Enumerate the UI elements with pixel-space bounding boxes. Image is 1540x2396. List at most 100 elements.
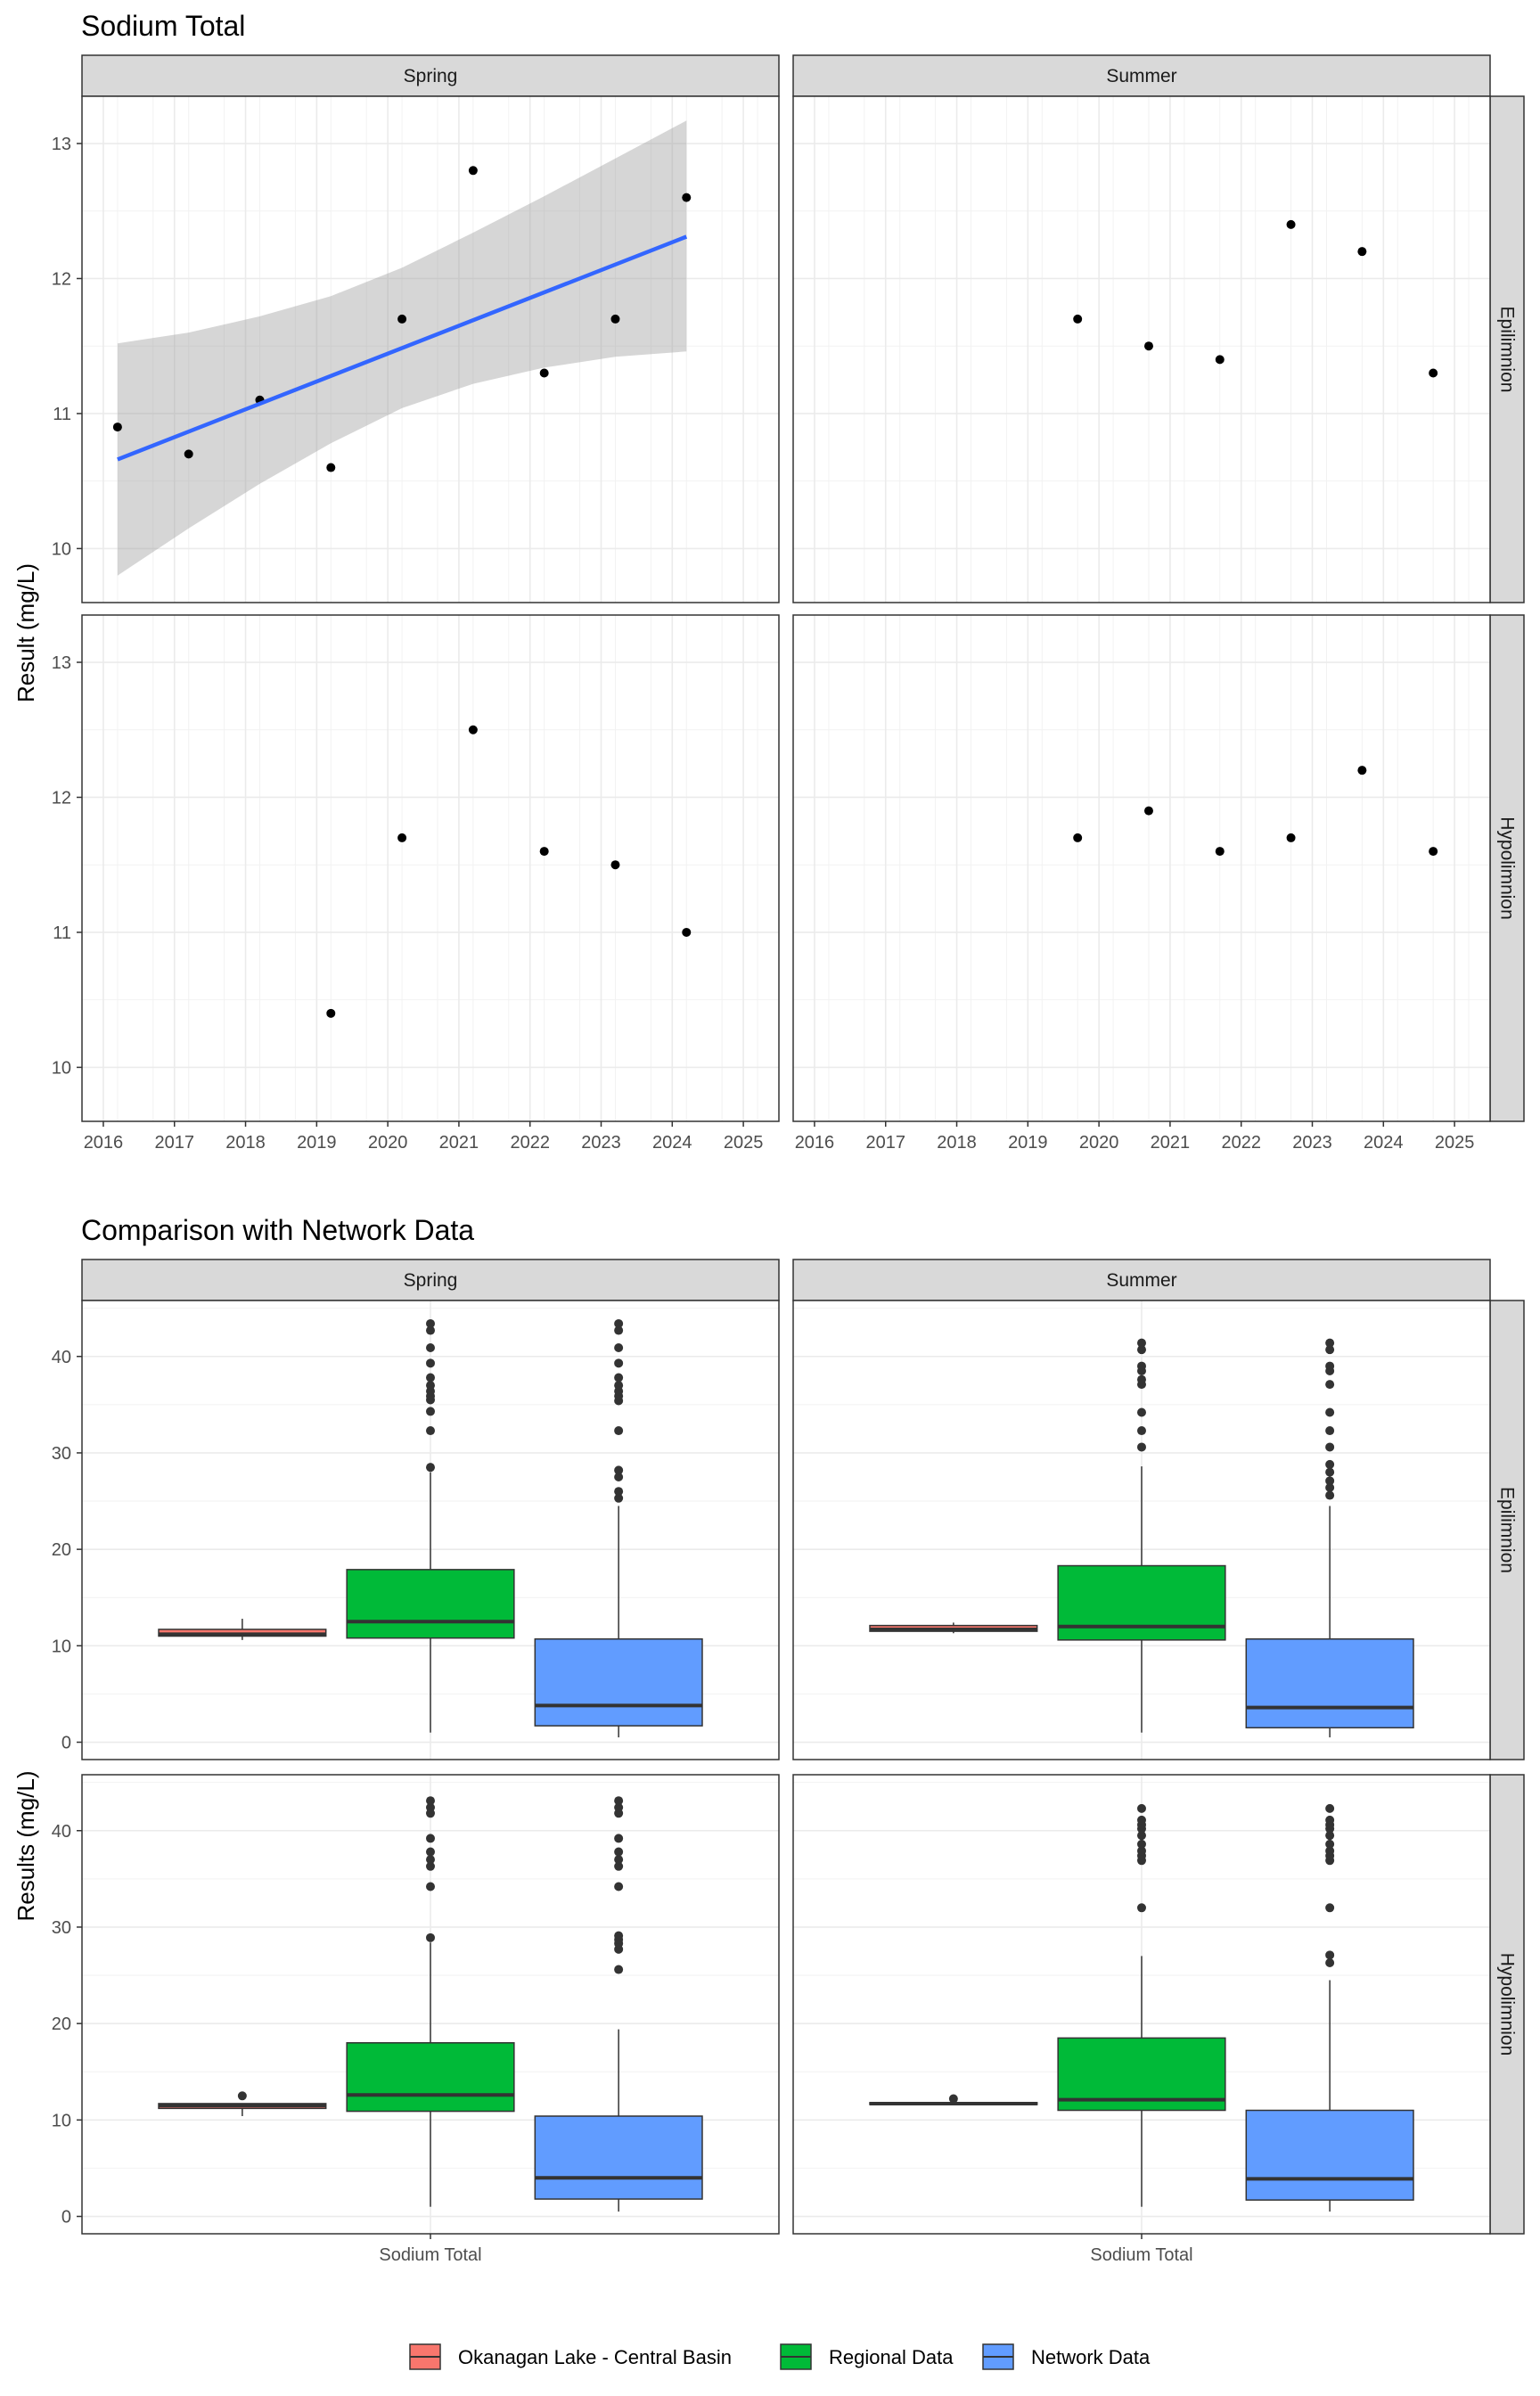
box-okanagan-lake-central-basin <box>158 2091 327 2117</box>
y-tick-label: 0 <box>61 2208 71 2228</box>
outlier-point <box>1137 1426 1146 1436</box>
data-point <box>1073 314 1083 324</box>
y-tick-label: 10 <box>52 539 71 559</box>
x-tick-label: 2017 <box>865 1133 905 1153</box>
legend: Okanagan Lake - Central Basin Regional D… <box>409 2343 1151 2370</box>
panel-border <box>792 614 1491 1122</box>
strip-label-f1-hypolimnion: Hypolimnion <box>1497 816 1518 920</box>
outlier-point <box>1325 1815 1335 1825</box>
y-axis-label-result: Result (mg/L) <box>12 563 39 702</box>
strip-f1-hypolimnion <box>1489 614 1525 1122</box>
outlier-point <box>1325 1459 1335 1469</box>
y-tick-label: 20 <box>52 1540 71 1560</box>
outlier-point <box>1325 1476 1335 1486</box>
x-tick-label: 2023 <box>1292 1133 1332 1153</box>
outlier-point <box>1325 1950 1335 1960</box>
outlier-point <box>1325 1442 1335 1452</box>
box-panel-summer-hypolimnion: Sodium Total <box>792 1774 1491 2265</box>
strip-f1-summer <box>792 54 1491 97</box>
x-tick-label: 2025 <box>1435 1133 1475 1153</box>
data-point <box>610 314 620 324</box>
data-point <box>1073 833 1083 842</box>
box-panel-spring-epilimnion: 0 10 20 30 40 <box>52 1300 780 1760</box>
outlier-point <box>426 1855 435 1865</box>
outlier-point <box>614 1343 624 1353</box>
y-tick-label: 10 <box>52 1058 71 1078</box>
y-tick-label: 20 <box>52 2014 71 2034</box>
data-point <box>1429 368 1438 378</box>
outlier-point <box>1325 1345 1335 1355</box>
box-iqr <box>1245 2109 1414 2201</box>
y-tick-label: 11 <box>53 405 71 424</box>
box-iqr <box>1057 1564 1226 1641</box>
data-point <box>397 314 407 324</box>
y-tick-label: 13 <box>52 135 71 154</box>
outlier-point <box>1137 1345 1146 1355</box>
box-network-data <box>1245 1803 1414 2212</box>
outlier-point <box>1137 1831 1146 1841</box>
outlier-point <box>426 1381 435 1391</box>
box-iqr <box>534 2115 703 2200</box>
strip-label-f1-summer: Summer <box>1106 66 1176 86</box>
outlier-point <box>426 1426 435 1436</box>
outlier-point <box>1137 1846 1146 1856</box>
outlier-point <box>1137 1903 1146 1913</box>
box-regional-data <box>346 1796 515 2207</box>
data-point <box>468 725 478 734</box>
x-tick-label: 2016 <box>795 1133 835 1153</box>
box-iqr <box>1245 1638 1414 1729</box>
panel-spring-epilimnion: 10 11 12 13 <box>52 95 780 603</box>
y-tick-label: 30 <box>52 1444 71 1464</box>
x-tick-label: 2023 <box>581 1133 621 1153</box>
box-regional-data <box>1057 1338 1226 1733</box>
strip-label-f2-epilimnion: Epilimnion <box>1497 1487 1518 1573</box>
outlier-point <box>1325 1361 1335 1371</box>
outlier-point <box>426 1373 435 1383</box>
outlier-point <box>426 1463 435 1473</box>
y-tick-label: 10 <box>52 1637 71 1656</box>
box-iqr <box>346 2042 515 2113</box>
x-tick-label: 2022 <box>1221 1133 1261 1153</box>
trend-line <box>117 234 688 462</box>
outlier-point <box>614 1882 624 1891</box>
outlier-point <box>426 1802 435 1812</box>
data-point <box>610 860 620 870</box>
outlier-point <box>1325 1490 1335 1500</box>
strip-f1-spring <box>81 54 780 97</box>
x-tick-label: 2024 <box>652 1133 692 1153</box>
strip-f2-spring <box>81 1259 780 1301</box>
data-point <box>1357 247 1367 257</box>
data-point <box>682 193 692 202</box>
x-tick-label: 2016 <box>84 1133 124 1153</box>
strip-label-f2-hypolimnion: Hypolimnion <box>1497 1953 1518 2056</box>
outlier-point <box>614 1847 624 1857</box>
data-point <box>1143 341 1153 351</box>
x-tick-label: Sodium Total <box>1090 2245 1192 2265</box>
x-tick-label: 2024 <box>1364 1133 1404 1153</box>
outlier-point <box>614 1931 624 1941</box>
data-point <box>539 847 549 857</box>
box-okanagan-lake-central-basin <box>158 1619 327 1640</box>
strip-label-f1-spring: Spring <box>404 66 458 86</box>
outlier-point <box>614 1358 624 1368</box>
panel-spring-hypolimnion: 10 11 12 13 2016 2017 2018 2019 2020 2021 2022 2023… <box>52 614 780 1153</box>
y-tick-label: 30 <box>52 1918 71 1938</box>
outlier-point <box>426 1325 435 1335</box>
x-tick-label: 2021 <box>1151 1133 1191 1153</box>
outlier-point <box>1137 1803 1146 1813</box>
outlier-point <box>614 1834 624 1843</box>
y-tick-label: 40 <box>52 1348 71 1367</box>
outlier-point <box>1137 1442 1146 1452</box>
x-tick-label: 2025 <box>724 1133 764 1153</box>
outlier-point <box>1325 1903 1335 1913</box>
outlier-point <box>614 1426 624 1436</box>
data-point <box>1357 766 1367 775</box>
outlier-point <box>614 1472 624 1481</box>
box-okanagan-lake-central-basin <box>869 1622 1038 1634</box>
chart-title-sodium-total: Sodium Total <box>81 10 245 42</box>
strip-f1-epilimnion <box>1489 95 1525 603</box>
x-tick-label: 2022 <box>510 1133 550 1153</box>
box-network-data <box>1245 1338 1414 1738</box>
outlier-point <box>1137 1374 1146 1384</box>
data-point <box>468 166 478 176</box>
